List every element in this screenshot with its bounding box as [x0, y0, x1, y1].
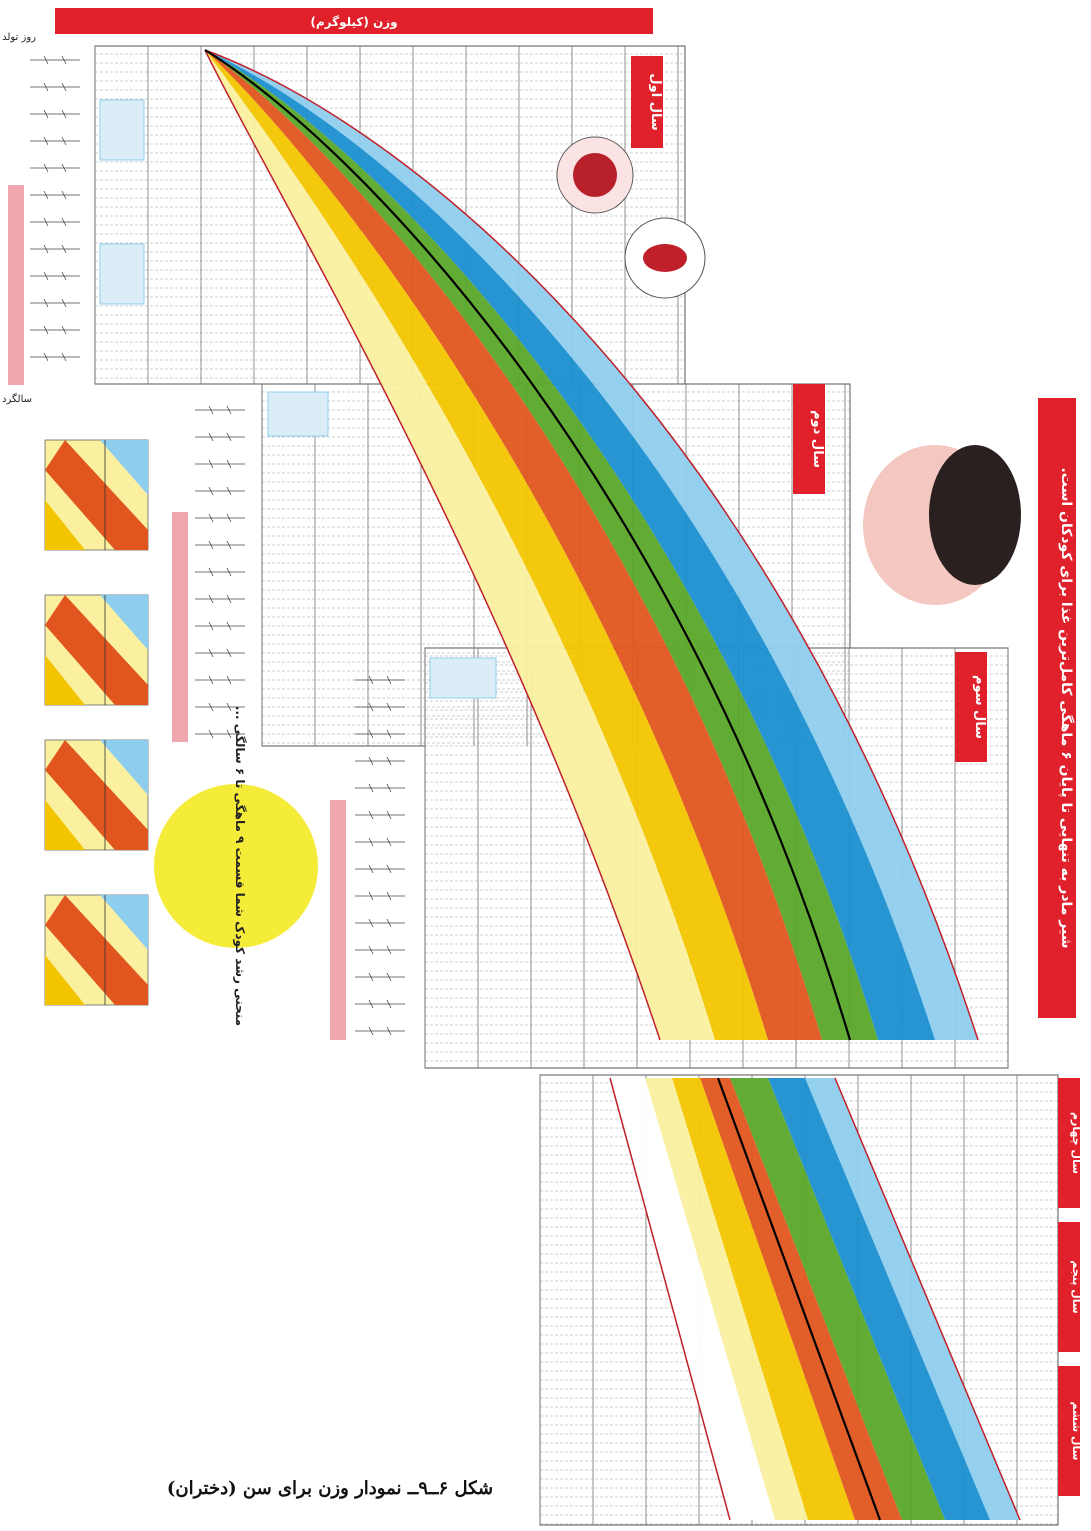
panel-label-year4: سال چهارم: [1058, 1078, 1083, 1208]
child-face-photo: [863, 445, 1021, 605]
breastfeeding-icon: [556, 136, 634, 214]
baby-icon-1: [99, 99, 145, 161]
svg-text:سال سوم: سال سوم: [972, 675, 987, 739]
child-icon-4: [429, 657, 497, 699]
svg-text:سال اول: سال اول: [648, 73, 663, 130]
panel-label-year6: سال ششم: [1058, 1366, 1083, 1496]
panel-label-year5: سال پنجم: [1058, 1222, 1083, 1352]
panel-label-year3: سال سوم: [955, 652, 987, 762]
baby-icon-2: [99, 243, 145, 305]
panel-label-year1: سال اول: [631, 56, 663, 148]
svg-text:سال دوم: سال دوم: [810, 410, 825, 468]
pink-tab-3: [330, 800, 346, 1040]
svg-text:سال پنجم: سال پنجم: [1070, 1260, 1083, 1314]
age-entry-column: [30, 55, 405, 1036]
row-header-top: روز تولد: [2, 32, 36, 43]
svg-text:سال چهارم: سال چهارم: [1070, 1112, 1083, 1174]
svg-text:منحنی رشد کودک شما قسمت ۹ ماهگ: منحنی رشد کودک شما قسمت ۹ ماهگی تا ۶ سال…: [232, 706, 247, 1026]
side-banner: [1038, 398, 1076, 1018]
header-band-text: وزن (کیلوگرم): [310, 15, 397, 30]
header-band: [55, 8, 653, 34]
panel-label-year2: سال دوم: [793, 384, 825, 494]
yellow-note: منحنی رشد کودک شما قسمت ۹ ماهگی تا ۶ سال…: [154, 706, 318, 1026]
row-header-bottom: سالگرد تولد: [0, 393, 32, 405]
example-mini-charts: [44, 439, 149, 1006]
side-banner-text: شیر مادر به تنهایی تا پایان ۶ ماهگی کامل…: [1058, 467, 1075, 948]
pink-tab-1: [8, 185, 24, 385]
baby-icon-3: [267, 391, 329, 437]
bottle-no-icon: [624, 217, 706, 299]
pink-tab-2: [172, 512, 188, 742]
percentile-bands: [204, 49, 1021, 1521]
figure-caption: شکل ۶ــ۹ــ نمودار وزن برای سن (دختران): [166, 1478, 494, 1499]
svg-text:سال ششم: سال ششم: [1070, 1402, 1083, 1461]
